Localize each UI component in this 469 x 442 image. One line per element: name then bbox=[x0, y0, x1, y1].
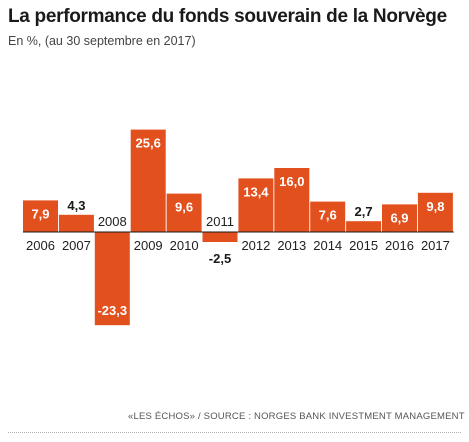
category-label-2013: 2013 bbox=[277, 238, 306, 253]
bar-2016 bbox=[382, 204, 417, 232]
bar-2008 bbox=[94, 232, 130, 326]
bar-2012 bbox=[238, 178, 274, 232]
bar-2009 bbox=[130, 129, 166, 232]
bar-2011 bbox=[202, 232, 238, 242]
category-label-2006: 2006 bbox=[26, 238, 55, 253]
category-label-2007: 2007 bbox=[62, 238, 91, 253]
bar-2015 bbox=[346, 221, 382, 232]
chart-subtitle: En %, (au 30 septembre en 2017) bbox=[8, 34, 196, 48]
value-label-2017: 9,8 bbox=[426, 199, 444, 214]
chart-title: La performance du fonds souverain de la … bbox=[8, 6, 447, 27]
bar-2013 bbox=[274, 168, 310, 232]
value-label-2008: -23,3 bbox=[97, 303, 127, 318]
category-label-2011: 2011 bbox=[206, 214, 234, 229]
bar-2014 bbox=[310, 201, 346, 232]
value-label-2011: -2,5 bbox=[209, 251, 231, 266]
value-label-2009: 25,6 bbox=[136, 136, 161, 151]
bar-2010 bbox=[166, 193, 202, 232]
category-label-2014: 2014 bbox=[313, 238, 342, 253]
bar-2006 bbox=[23, 200, 58, 232]
value-label-2007: 4,3 bbox=[67, 198, 85, 213]
category-label-2015: 2015 bbox=[349, 238, 378, 253]
value-label-2012: 13,4 bbox=[243, 184, 269, 199]
category-label-2009: 2009 bbox=[134, 238, 163, 253]
bar-2017 bbox=[417, 192, 453, 232]
value-label-2010: 9,6 bbox=[175, 200, 193, 215]
category-label-2008: 2008 bbox=[98, 214, 127, 229]
value-label-2013: 16,0 bbox=[279, 174, 304, 189]
category-label-2016: 2016 bbox=[385, 238, 414, 253]
category-label-2010: 2010 bbox=[170, 238, 199, 253]
value-label-2016: 6,9 bbox=[390, 210, 408, 225]
category-label-2012: 2012 bbox=[241, 238, 270, 253]
category-label-2017: 2017 bbox=[421, 238, 450, 253]
value-label-2015: 2,7 bbox=[355, 204, 373, 219]
value-label-2014: 7,6 bbox=[319, 208, 337, 223]
bar-2007 bbox=[58, 214, 94, 232]
footer-divider bbox=[8, 432, 461, 433]
source-credit: «LES ÉCHOS» / SOURCE : NORGES BANK INVES… bbox=[128, 411, 465, 422]
value-label-2006: 7,9 bbox=[31, 206, 49, 221]
